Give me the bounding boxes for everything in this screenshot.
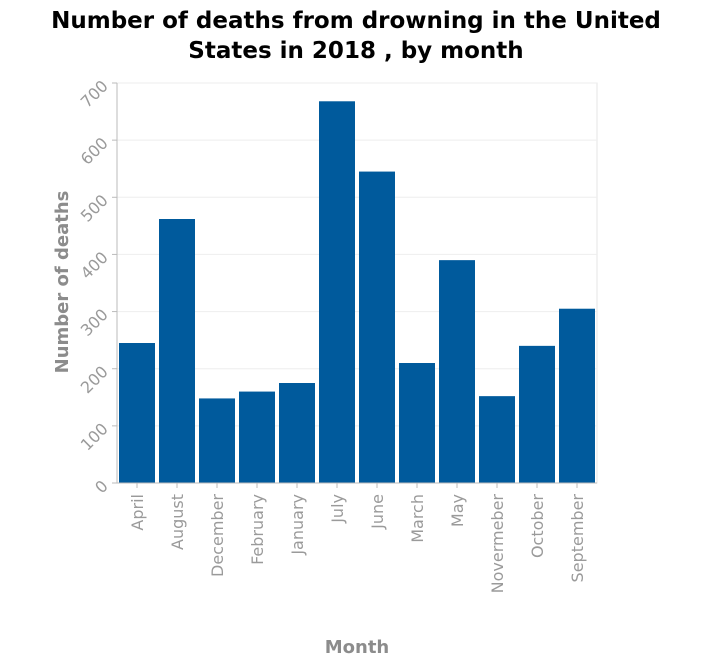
y-tick-label-100: 100 xyxy=(77,419,112,454)
x-tick-label-january: January xyxy=(288,494,307,556)
x-tick-label-may: May xyxy=(448,494,467,527)
x-tick-label-novermeber: Novermeber xyxy=(488,494,507,594)
bar-august xyxy=(159,219,195,483)
y-tick-label-300: 300 xyxy=(77,305,112,340)
x-tick-label-july: July xyxy=(328,494,347,524)
x-tick-label-september: September xyxy=(568,494,587,583)
y-tick-label-400: 400 xyxy=(77,248,112,283)
bar-march xyxy=(399,363,435,483)
x-tick-label-april: April xyxy=(128,494,147,531)
y-tick-label-200: 200 xyxy=(77,362,112,397)
bar-october xyxy=(519,345,555,483)
y-tick-label-600: 600 xyxy=(77,134,112,169)
x-tick-label-march: March xyxy=(408,494,427,543)
bar-july xyxy=(319,101,355,484)
x-tick-label-june: June xyxy=(368,494,387,530)
axes xyxy=(112,82,597,488)
x-tick-label-december: December xyxy=(208,494,227,577)
bar-january xyxy=(279,383,315,483)
x-axis-title: Month xyxy=(325,637,390,658)
bar-december xyxy=(199,398,235,483)
y-tick-label-0: 0 xyxy=(91,476,112,497)
bar-novermeber xyxy=(479,396,515,483)
bar-february xyxy=(239,391,275,483)
chart-title: Number of deaths from drowning in the Un… xyxy=(0,6,712,66)
chart-title-line-1: Number of deaths from drowning in the Un… xyxy=(51,8,661,34)
bar-june xyxy=(359,171,395,484)
x-tick-label-february: February xyxy=(248,494,267,565)
chart-title-line-2: States in 2018 , by month xyxy=(188,38,524,64)
y-tick-label-700: 700 xyxy=(77,76,112,111)
bar-september xyxy=(559,308,595,483)
bars xyxy=(119,101,595,484)
bar-may xyxy=(439,260,475,483)
bar-april xyxy=(119,343,155,483)
x-tick-label-august: August xyxy=(168,494,187,550)
y-tick-label-500: 500 xyxy=(77,191,112,226)
y-axis-title: Number of deaths xyxy=(52,191,73,374)
x-tick-label-october: October xyxy=(528,494,547,558)
